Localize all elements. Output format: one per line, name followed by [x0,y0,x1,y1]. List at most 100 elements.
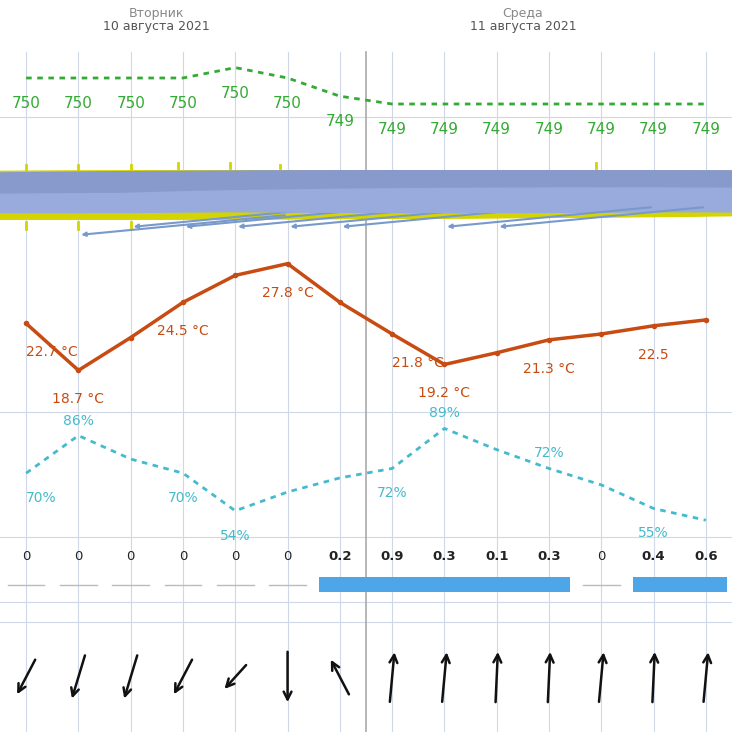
Text: Среда: Среда [502,7,543,20]
Text: 0.6: 0.6 [694,550,717,564]
Text: 70%: 70% [168,491,198,505]
Circle shape [340,177,732,197]
Text: 750: 750 [116,96,145,111]
Circle shape [0,171,732,195]
Circle shape [319,183,732,199]
Text: 750: 750 [273,96,302,111]
Circle shape [26,183,732,199]
Circle shape [0,183,732,199]
Circle shape [0,188,290,206]
Circle shape [0,193,188,210]
Text: 749: 749 [325,114,354,130]
Text: 0.4: 0.4 [642,550,665,564]
Text: 24.5 °C: 24.5 °C [157,324,209,338]
Text: 0.3: 0.3 [537,550,561,564]
Circle shape [0,183,706,199]
Text: 22.5: 22.5 [638,348,669,362]
Circle shape [26,171,732,195]
Circle shape [58,188,732,209]
Circle shape [0,171,732,195]
Circle shape [0,177,444,197]
Circle shape [0,198,424,212]
Text: 749: 749 [430,122,459,137]
Text: 750: 750 [12,96,40,111]
Circle shape [0,193,486,208]
Circle shape [78,171,732,195]
Circle shape [173,193,732,208]
Text: 0: 0 [597,550,605,564]
Text: 0: 0 [283,550,292,564]
Text: 750: 750 [168,96,198,111]
Circle shape [241,193,732,210]
Text: 750: 750 [64,96,93,111]
Circle shape [444,177,732,197]
Text: 749: 749 [639,122,668,137]
Text: 86%: 86% [63,414,94,427]
Circle shape [0,183,654,199]
Circle shape [0,188,732,209]
Text: 750: 750 [221,86,250,100]
Circle shape [706,177,732,197]
Circle shape [580,183,732,199]
Circle shape [0,171,732,203]
Text: 749: 749 [482,122,511,137]
Text: 0: 0 [74,550,83,564]
Text: 55%: 55% [638,526,669,540]
Circle shape [0,175,732,219]
Text: 72%: 72% [534,447,564,460]
Circle shape [497,198,732,212]
Circle shape [0,171,732,199]
Circle shape [0,177,340,197]
Circle shape [0,171,732,203]
Text: 749: 749 [378,122,407,137]
Circle shape [0,193,607,210]
Text: Вторник: Вторник [129,7,184,20]
Text: 0.2: 0.2 [328,550,351,564]
Text: 89%: 89% [429,406,460,420]
Text: 72%: 72% [377,487,408,501]
Circle shape [188,193,732,210]
Circle shape [0,171,732,195]
Circle shape [0,198,371,212]
Circle shape [0,183,549,199]
Circle shape [549,177,732,197]
Circle shape [0,177,549,197]
Circle shape [58,198,732,212]
Circle shape [0,175,732,219]
Circle shape [607,193,732,210]
Circle shape [654,177,732,197]
Text: 749: 749 [587,122,616,137]
Circle shape [0,171,732,195]
Circle shape [0,171,732,195]
Circle shape [371,183,732,199]
Text: 0.3: 0.3 [433,550,456,564]
Text: 0: 0 [179,550,187,564]
Text: 27.8 °C: 27.8 °C [261,285,313,299]
Circle shape [528,183,732,199]
Circle shape [0,177,497,197]
Text: 749: 749 [534,122,564,137]
Text: 0.9: 0.9 [381,550,404,564]
Text: 21.8 °C: 21.8 °C [392,356,444,370]
Text: 18.7 °C: 18.7 °C [53,392,105,406]
Text: 10 августа 2021: 10 августа 2021 [103,20,210,33]
Circle shape [0,177,654,197]
Circle shape [497,177,732,197]
Text: 0: 0 [127,550,135,564]
Text: 70%: 70% [26,491,57,505]
Circle shape [0,193,241,210]
Text: 54%: 54% [220,529,250,543]
Text: 0: 0 [231,550,239,564]
Text: 0.1: 0.1 [485,550,509,564]
Circle shape [131,198,732,212]
Circle shape [78,183,732,199]
Text: 21.3 °C: 21.3 °C [523,362,575,376]
Bar [632,577,727,592]
Circle shape [424,183,732,199]
Text: 11 августа 2021: 11 августа 2021 [469,20,576,33]
Circle shape [290,188,732,206]
Bar [319,577,570,592]
Circle shape [0,177,706,197]
Circle shape [0,183,601,199]
Circle shape [266,183,732,199]
